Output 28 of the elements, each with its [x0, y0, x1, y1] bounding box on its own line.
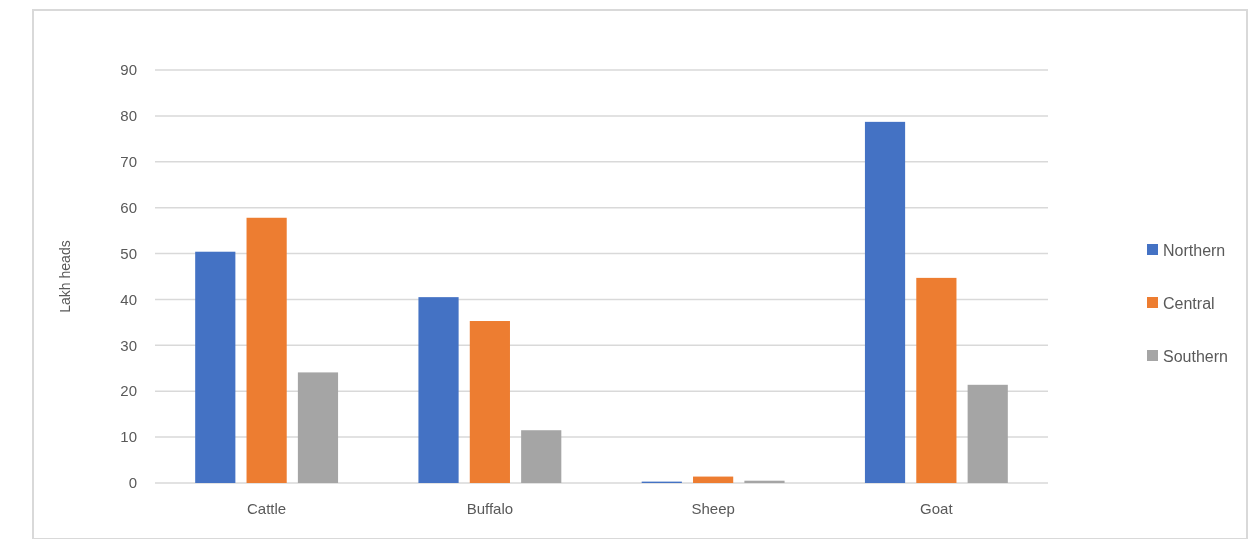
bar — [195, 251, 236, 483]
y-tick-label: 0 — [128, 474, 137, 492]
legend-label: Northern — [1163, 241, 1226, 259]
y-tick-label: 80 — [120, 107, 137, 125]
bar — [864, 121, 906, 483]
y-tick-label: 90 — [120, 61, 137, 79]
bar — [297, 372, 339, 483]
x-tick-label: Sheep — [691, 500, 735, 517]
bar — [418, 297, 459, 483]
y-tick-label: 30 — [120, 336, 137, 354]
y-axis-title: Lakh heads — [57, 240, 73, 313]
bar — [246, 217, 287, 483]
y-tick-label: 10 — [120, 428, 137, 446]
y-tick-label: 60 — [120, 198, 137, 216]
y-tick-label: 50 — [120, 244, 137, 262]
bar — [967, 384, 1008, 483]
bar — [916, 277, 957, 483]
x-tick-label: Goat — [920, 500, 954, 517]
bar — [693, 476, 734, 483]
x-tick-label: Cattle — [247, 500, 287, 517]
legend-label: Southern — [1163, 347, 1228, 365]
x-tick-label: Buffalo — [466, 500, 514, 517]
legend-label: Central — [1163, 294, 1215, 312]
y-tick-label: 70 — [120, 153, 137, 171]
bar — [469, 321, 510, 483]
bar — [521, 430, 562, 483]
y-tick-label: 20 — [120, 382, 137, 400]
y-tick-label: 40 — [120, 290, 137, 308]
